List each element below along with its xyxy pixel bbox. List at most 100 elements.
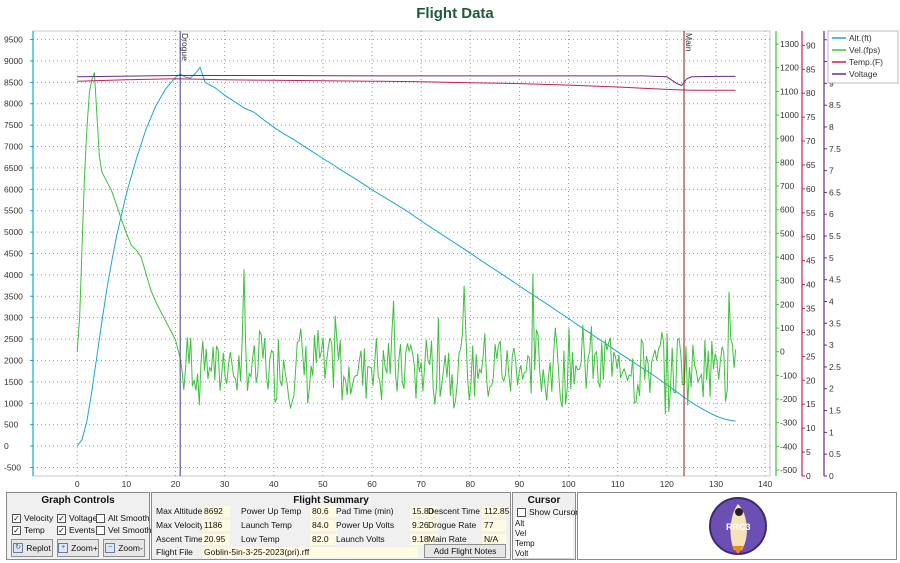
altitude-tick-label: 500 xyxy=(4,420,18,430)
temp-tick-label: 35 xyxy=(806,304,816,314)
velocity-tick-label: 300 xyxy=(780,276,794,286)
summary-value: 84.0 xyxy=(310,520,338,531)
altitude-tick-label: 1500 xyxy=(4,377,23,387)
temp-checkbox[interactable]: ✓ Temp xyxy=(12,525,45,535)
summary-value: 77 xyxy=(482,520,506,531)
add-flight-notes-button[interactable]: Add Flight Notes xyxy=(424,544,506,558)
summary-value: 20.95 xyxy=(202,534,230,545)
velocity-tick-label: 800 xyxy=(780,157,794,167)
series-line-alt-ft xyxy=(76,66,736,447)
temp-tick-label: 15 xyxy=(806,399,816,409)
velocity-tick-label: -300 xyxy=(780,418,797,428)
temp-tick-label: 50 xyxy=(806,232,816,242)
velocity-tick-label: 400 xyxy=(780,252,794,262)
series-line-temp-f xyxy=(77,78,736,91)
checkbox-box[interactable] xyxy=(96,525,105,535)
checkbox-box[interactable] xyxy=(517,507,526,517)
series-lines xyxy=(76,66,737,447)
replot-button[interactable]: ↻ Replot xyxy=(11,539,53,557)
zoom-out-button[interactable]: − Zoom- xyxy=(103,539,145,557)
series-line-vel-fps xyxy=(76,72,737,415)
cursor-volt-row: Volt xyxy=(515,548,573,559)
velocity-checkbox[interactable]: ✓ Velocity xyxy=(12,513,53,523)
checkbox-box[interactable]: ✓ xyxy=(57,513,66,523)
altitude-tick-label: 2000 xyxy=(4,355,23,365)
altitude-tick-label: 5500 xyxy=(4,206,23,216)
summary-label: Power Up Volts xyxy=(336,520,395,530)
altitude-tick-label: 6500 xyxy=(4,163,23,173)
checkbox-label: Events xyxy=(69,525,95,535)
zoom-in-button[interactable]: + Zoom+ xyxy=(57,539,99,557)
voltage-tick-label: 2.5 xyxy=(829,362,841,372)
voltage-tick-label: 1.5 xyxy=(829,406,841,416)
x-tick-label: 120 xyxy=(660,479,674,489)
summary-label: Launch Temp xyxy=(241,520,292,530)
altitude-tick-label: 8000 xyxy=(4,99,23,109)
summary-value: N/A xyxy=(482,534,506,545)
x-tick-label: 70 xyxy=(416,479,426,489)
axes: 0 10 20 30 40 50 60 70 80 90 100 110 120 130 140-50005… xyxy=(4,31,841,489)
show-cursor-label: Show Cursor xyxy=(529,507,579,517)
zoom-out-icon: − xyxy=(105,543,116,553)
summary-value: 1186 xyxy=(202,520,230,531)
altitude-tick-label: -500 xyxy=(4,462,21,472)
event-label-main: Main xyxy=(684,33,694,52)
show-cursor-checkbox[interactable]: Show Cursor xyxy=(517,507,578,517)
summary-label: Ascent Time xyxy=(156,534,203,544)
legend: Alt.(ft) Vel.(fps) Temp.(F) Voltage xyxy=(827,30,899,84)
voltage-tick-label: 6 xyxy=(829,209,834,219)
summary-value: 15.80 xyxy=(410,506,438,517)
alt-smooth-checkbox[interactable]: Alt Smooth xyxy=(96,513,150,523)
altitude-tick-label: 1000 xyxy=(4,398,23,408)
flight-summary-panel: Flight Summary Max Altitude 8692 Power Up … xyxy=(151,492,511,560)
temp-tick-label: 65 xyxy=(806,160,816,170)
checkbox-box[interactable] xyxy=(96,513,105,523)
flight-summary-title: Flight Summary xyxy=(293,495,369,506)
altitude-tick-label: 3500 xyxy=(4,291,23,301)
altitude-tick-label: 5000 xyxy=(4,227,23,237)
checkbox-box[interactable]: ✓ xyxy=(12,513,21,523)
x-tick-label: 60 xyxy=(367,479,377,489)
chart-title: Flight Data xyxy=(416,5,494,22)
x-tick-label: 130 xyxy=(709,479,723,489)
summary-label: Main Rate xyxy=(428,534,467,544)
altitude-tick-label: 7000 xyxy=(4,142,23,152)
logo-panel: RRC3 xyxy=(577,492,897,560)
voltage-tick-label: 4 xyxy=(829,296,834,306)
logo-text: RRC3 xyxy=(726,522,751,532)
altitude-tick-label: 4000 xyxy=(4,270,23,280)
voltage-tick-label: 0 xyxy=(829,471,834,481)
zoom-out-button-label: Zoom- xyxy=(118,543,143,553)
temp-tick-label: 40 xyxy=(806,280,816,290)
voltage-tick-label: 8.5 xyxy=(829,100,841,110)
summary-label: Power Up Temp xyxy=(241,506,302,516)
replot-button-label: Replot xyxy=(26,543,51,553)
temp-tick-label: 20 xyxy=(806,375,816,385)
legend-label: Temp.(F) xyxy=(849,57,883,67)
checkbox-label: Voltage xyxy=(69,513,98,523)
temp-tick-label: 90 xyxy=(806,40,816,50)
velocity-tick-label: -200 xyxy=(780,394,797,404)
velocity-tick-label: 700 xyxy=(780,181,794,191)
vel-smooth-checkbox[interactable]: Vel Smooth xyxy=(96,525,151,535)
x-tick-label: 90 xyxy=(515,479,525,489)
altitude-tick-label: 2500 xyxy=(4,334,23,344)
temp-tick-label: 0 xyxy=(806,471,811,481)
voltage-checkbox[interactable]: ✓ Voltage xyxy=(57,513,97,523)
velocity-tick-label: 1000 xyxy=(780,110,799,120)
voltage-tick-label: 7 xyxy=(829,166,834,176)
checkbox-box[interactable]: ✓ xyxy=(12,525,21,535)
velocity-tick-label: -400 xyxy=(780,441,797,451)
checkbox-box[interactable]: ✓ xyxy=(57,525,66,535)
flight-data-chart: Flight Data 0 10 20 30 40 50 60 70 80 90 100 110 120… xyxy=(4,5,899,489)
altitude-tick-label: 3000 xyxy=(4,313,23,323)
flight-file-value: Goblin-5in-3-25-2023(pri).rff xyxy=(202,547,418,558)
events-checkbox[interactable]: ✓ Events xyxy=(57,525,95,535)
x-tick-label: 50 xyxy=(318,479,328,489)
summary-label: Descent Time xyxy=(428,506,480,516)
summary-value: 82.0 xyxy=(310,534,338,545)
flight-file-label: Flight File xyxy=(156,547,193,557)
temp-tick-label: 25 xyxy=(806,351,816,361)
cursor-panel: Cursor Show Cursor Alt Vel Temp Volt xyxy=(512,492,578,560)
add-flight-notes-label: Add Flight Notes xyxy=(433,546,497,556)
